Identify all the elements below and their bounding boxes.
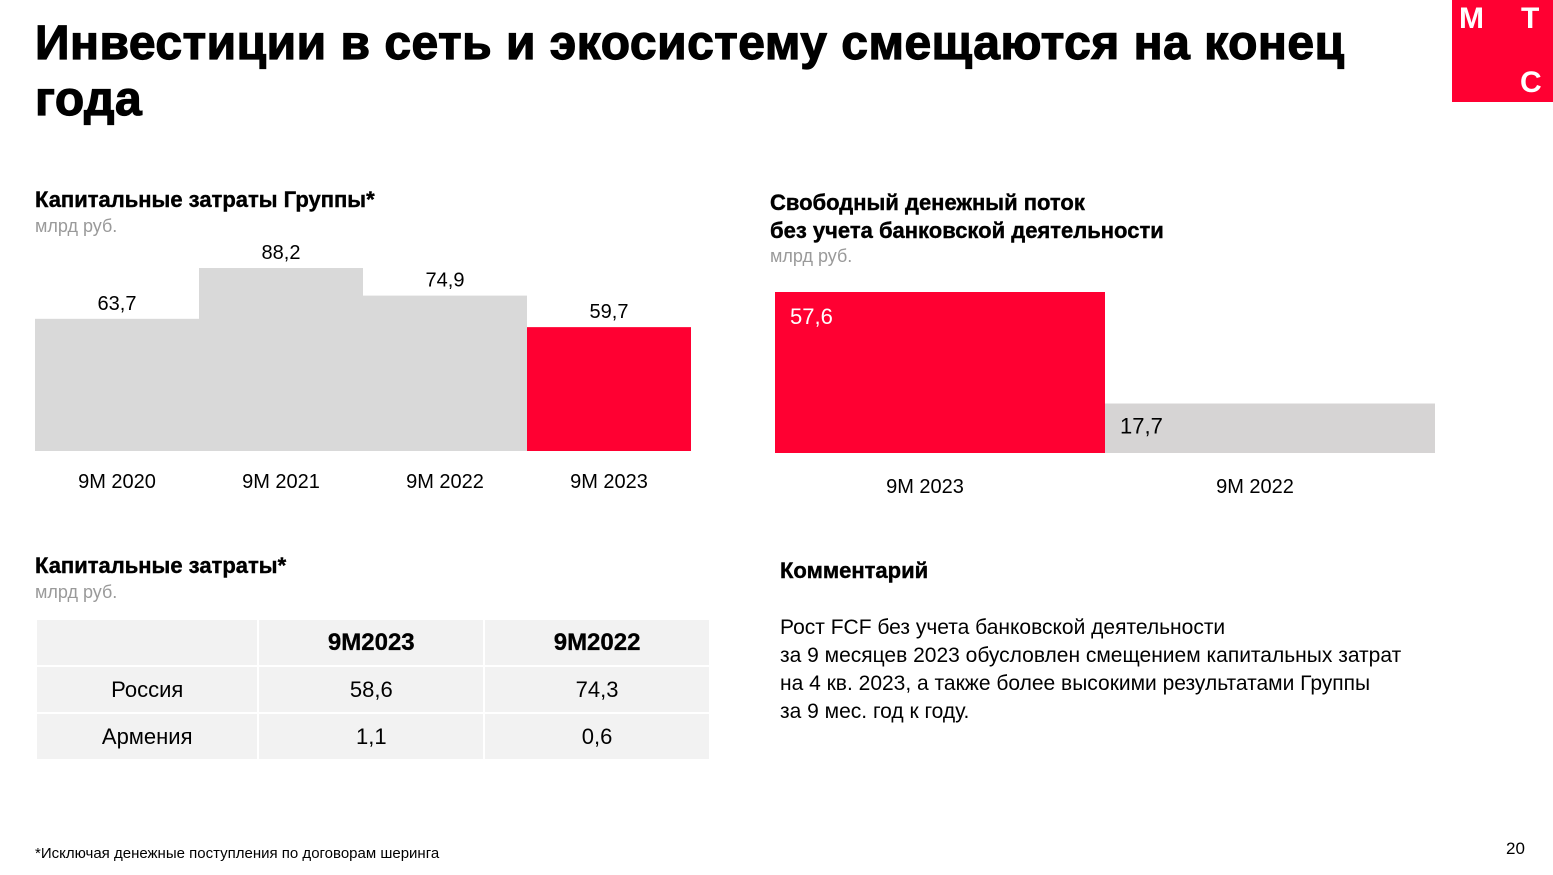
capex-table: 9М2023 9М2022 Россия 58,6 74,3 Армения 1… bbox=[34, 618, 711, 761]
table-cell-value: 74,3 bbox=[483, 665, 711, 714]
page-number: 20 bbox=[1506, 839, 1525, 858]
capex-table-title: Капитальные затраты* bbox=[35, 553, 287, 578]
fcf-chart-title-line1: Свободный денежный поток bbox=[770, 190, 1085, 215]
fcf-chart-unit: млрд руб. bbox=[770, 246, 853, 266]
page-title: Инвестиции в сеть и экосистему смещаются… bbox=[34, 16, 1345, 126]
fcf-value-label: 57,6 bbox=[790, 304, 833, 329]
comment-title: Комментарий bbox=[780, 558, 929, 583]
comment-text: Рост FCF без учета банковской деятельнос… bbox=[780, 614, 1520, 726]
fcf-chart-title-line2: без учета банковской деятельности bbox=[770, 218, 1164, 243]
comment-line: за 9 мес. год к году. bbox=[780, 700, 970, 723]
table-row: Россия 58,6 74,3 bbox=[34, 665, 711, 714]
table-header-empty bbox=[34, 618, 260, 667]
capex-table-unit: млрд руб. bbox=[35, 582, 118, 602]
comment-line: Рост FCF без учета банковской деятельнос… bbox=[780, 616, 1226, 639]
capex-value-label: 59,7 bbox=[590, 301, 629, 323]
table-header-9m2023: 9М2023 bbox=[257, 618, 486, 667]
logo-letter-m: М bbox=[1459, 2, 1484, 35]
table-row: Армения 1,1 0,6 bbox=[34, 712, 711, 761]
capex-category-label: 9M 2023 bbox=[570, 471, 648, 493]
fcf-value-label: 17,7 bbox=[1120, 414, 1163, 439]
table-cell-value: 0,6 bbox=[483, 712, 711, 761]
table-cell-value: 1,1 bbox=[257, 712, 486, 761]
table-cell-region: Россия bbox=[34, 665, 260, 714]
capex-bar bbox=[527, 327, 691, 451]
comment-line: на 4 кв. 2023, а также более высокими ре… bbox=[780, 672, 1371, 695]
fcf-category-label: 9M 2022 bbox=[1216, 476, 1294, 498]
table-cell-region: Армения bbox=[34, 712, 260, 761]
capex-value-label: 63,7 bbox=[98, 293, 137, 315]
table-header-9m2022: 9М2022 bbox=[483, 618, 711, 667]
comment-line: за 9 месяцев 2023 обусловлен смещением к… bbox=[780, 644, 1402, 667]
mts-logo: М Т С bbox=[1452, 0, 1553, 102]
capex-value-label: 74,9 bbox=[426, 270, 465, 292]
capex-category-label: 9M 2020 bbox=[78, 471, 156, 493]
capex-value-label: 88,2 bbox=[262, 242, 301, 264]
fcf-bar bbox=[775, 292, 1105, 453]
logo-letter-s: С bbox=[1520, 66, 1542, 99]
capex-category-label: 9M 2022 bbox=[406, 471, 484, 493]
capex-bar bbox=[363, 295, 527, 451]
capex-bar bbox=[199, 268, 363, 451]
table-header-row: 9М2023 9М2022 bbox=[34, 618, 711, 667]
footnote: *Исключая денежные поступления по догово… bbox=[35, 845, 440, 862]
capex-chart-unit: млрд руб. bbox=[35, 216, 118, 236]
fcf-bar bbox=[1105, 403, 1435, 453]
capex-chart-title: Капитальные затраты Группы* bbox=[35, 187, 375, 212]
capex-category-label: 9M 2021 bbox=[242, 471, 320, 493]
capex-bar bbox=[35, 318, 199, 451]
fcf-category-label: 9M 2023 bbox=[886, 476, 964, 498]
logo-letter-t: Т bbox=[1521, 2, 1540, 35]
table-cell-value: 58,6 bbox=[257, 665, 486, 714]
